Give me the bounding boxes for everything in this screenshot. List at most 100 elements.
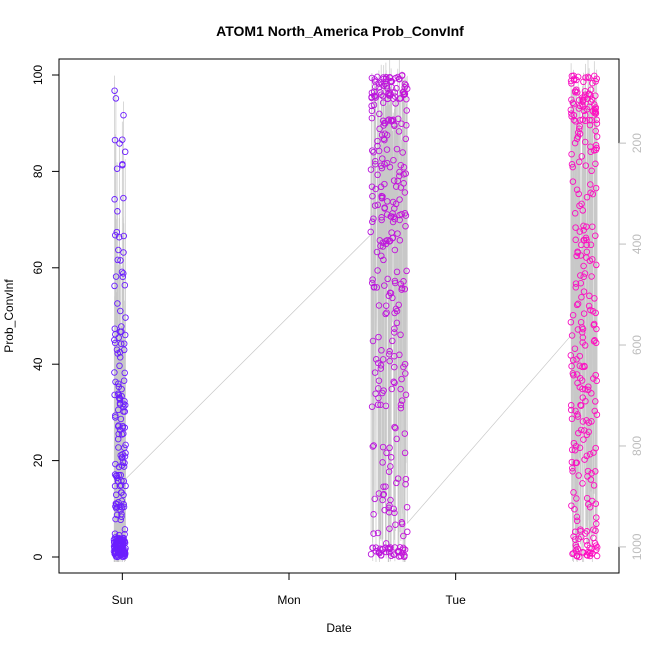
data-point <box>583 193 591 201</box>
data-point <box>374 73 381 81</box>
data-point <box>575 129 582 136</box>
data-point <box>586 450 594 458</box>
data-point <box>371 495 379 503</box>
data-point <box>371 92 378 99</box>
data-point <box>116 362 123 370</box>
data-point <box>387 90 394 98</box>
data-point <box>117 307 124 315</box>
data-point <box>583 241 590 249</box>
data-point <box>370 283 378 291</box>
data-point <box>574 300 582 308</box>
data-point <box>567 318 575 326</box>
data-point <box>119 160 126 168</box>
data-point <box>588 116 596 124</box>
data-point <box>581 270 589 277</box>
data-point <box>111 136 119 144</box>
data-point <box>581 456 588 463</box>
data-point <box>591 295 598 302</box>
data-point <box>378 91 385 98</box>
data-point <box>574 545 582 553</box>
data-point <box>593 552 601 560</box>
data-point <box>578 377 586 384</box>
data-point <box>571 345 579 352</box>
data-point <box>112 331 119 338</box>
data-point <box>370 215 377 222</box>
data-point <box>576 122 583 130</box>
data-point <box>592 232 599 239</box>
data-point <box>394 230 401 237</box>
data-point <box>378 216 385 224</box>
secondary-tick-label: 1000 <box>630 533 644 560</box>
data-point <box>374 401 382 408</box>
axes-layer: 0 20 40 60 80 100 Sun Mon Tue 200 400 600 800 1000 <box>31 65 644 607</box>
data-point <box>372 356 380 363</box>
data-point <box>569 99 577 107</box>
data-point <box>593 75 600 82</box>
data-point <box>389 337 396 345</box>
data-point <box>402 480 409 488</box>
data-point <box>120 232 128 240</box>
data-point <box>372 390 379 397</box>
data-point <box>393 85 400 92</box>
data-point <box>121 331 129 339</box>
data-point <box>570 371 577 379</box>
data-point <box>588 545 595 553</box>
data-point <box>370 88 378 95</box>
data-point <box>571 505 578 513</box>
data-point <box>392 424 399 432</box>
data-point <box>568 415 576 423</box>
data-point <box>119 273 127 281</box>
data-point <box>573 76 580 84</box>
data-point <box>369 192 376 200</box>
data-point <box>569 178 577 185</box>
data-point <box>382 310 389 318</box>
data-point <box>121 148 129 156</box>
data-point <box>570 100 578 108</box>
data-point <box>117 257 124 264</box>
data-point <box>580 288 588 295</box>
data-point <box>113 228 121 236</box>
data-point <box>384 275 391 283</box>
data-point <box>391 329 398 336</box>
data-point <box>574 326 582 333</box>
data-point <box>403 107 410 114</box>
data-point <box>386 163 394 171</box>
data-point <box>400 278 407 285</box>
data-point <box>120 463 128 470</box>
data-point <box>369 443 377 450</box>
data-point <box>111 196 118 203</box>
data-point <box>569 464 576 472</box>
data-point <box>121 531 128 538</box>
data-point <box>583 452 590 460</box>
data-point <box>401 449 409 457</box>
data-point <box>367 166 375 173</box>
data-point <box>580 262 587 270</box>
data-point <box>581 111 589 119</box>
data-point <box>367 550 375 558</box>
data-point <box>113 165 121 172</box>
data-point <box>577 533 585 541</box>
data-point <box>586 116 593 124</box>
data-point <box>118 268 126 276</box>
data-point <box>572 280 580 287</box>
data-point <box>393 479 400 487</box>
data-point <box>394 115 402 123</box>
data-point <box>404 528 411 536</box>
data-point <box>368 279 376 287</box>
data-point <box>402 475 410 483</box>
data-point <box>402 212 410 219</box>
data-point <box>377 242 384 250</box>
data-point <box>396 351 403 359</box>
data-point <box>376 110 383 118</box>
data-point <box>112 273 120 280</box>
data-point <box>592 92 599 99</box>
data-point <box>579 207 587 214</box>
data-point <box>389 234 397 242</box>
data-point <box>382 74 390 81</box>
data-point <box>118 513 125 520</box>
data-point <box>375 377 383 384</box>
data-point <box>403 95 410 103</box>
data-point <box>587 241 595 249</box>
data-point <box>579 334 587 341</box>
